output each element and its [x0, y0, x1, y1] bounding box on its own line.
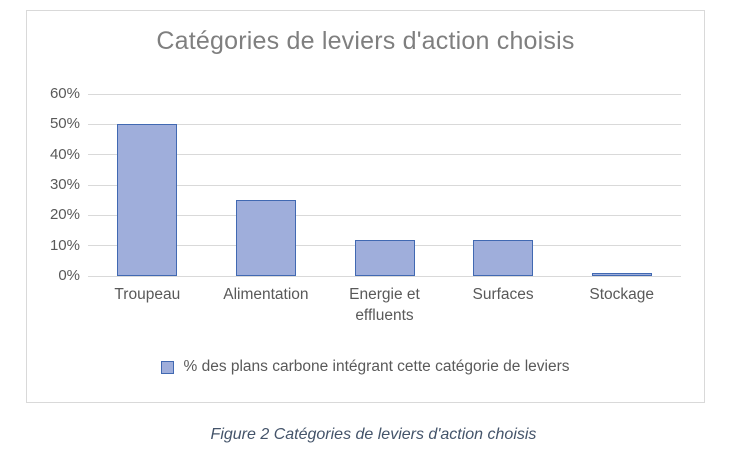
chart-legend: % des plans carbone intégrant cette caté…: [27, 358, 704, 376]
bar-surfaces: [473, 239, 534, 276]
bar-stockage: [591, 272, 652, 276]
y-axis-tick-label: 20%: [49, 206, 80, 224]
y-axis-tick-label: 40%: [49, 145, 80, 163]
x-axis-line: [88, 275, 681, 277]
gridline: [88, 154, 681, 156]
x-axis-label: Stockage: [589, 286, 654, 303]
y-axis-tick-label: 10%: [49, 236, 80, 254]
x-axis-label: Energie et effluents: [349, 286, 420, 324]
legend-label: % des plans carbone intégrant cette caté…: [183, 358, 570, 375]
gridline: [88, 123, 681, 125]
x-axis-label: Surfaces: [472, 286, 534, 303]
y-axis-tick-label: 30%: [49, 176, 80, 193]
bar-energie-et-effluents: [354, 239, 415, 276]
figure-caption: Figure 2 Catégories de leviers d'action …: [210, 426, 537, 443]
gridline: [88, 93, 681, 95]
gridline: [88, 184, 681, 186]
x-axis-label: Alimentation: [223, 286, 309, 303]
legend-square-icon: [161, 360, 175, 374]
y-axis-tick-label: 50%: [49, 115, 80, 133]
gridline: [88, 214, 681, 216]
chart-container: Catégories de leviers d'action choisis 0…: [26, 10, 705, 403]
y-axis-tick-label: 0%: [58, 267, 80, 284]
chart-title: Catégories de leviers d'action choisis: [156, 27, 575, 55]
y-axis-tick-label: 60%: [49, 85, 80, 102]
x-axis-label: Troupeau: [114, 286, 181, 303]
plot-area: 0% 10% 20% 30% 40% 50% 60% Troupeau Alimentation…: [50, 85, 681, 324]
bar-alimentation: [235, 200, 296, 276]
bar-troupeau: [117, 124, 178, 276]
